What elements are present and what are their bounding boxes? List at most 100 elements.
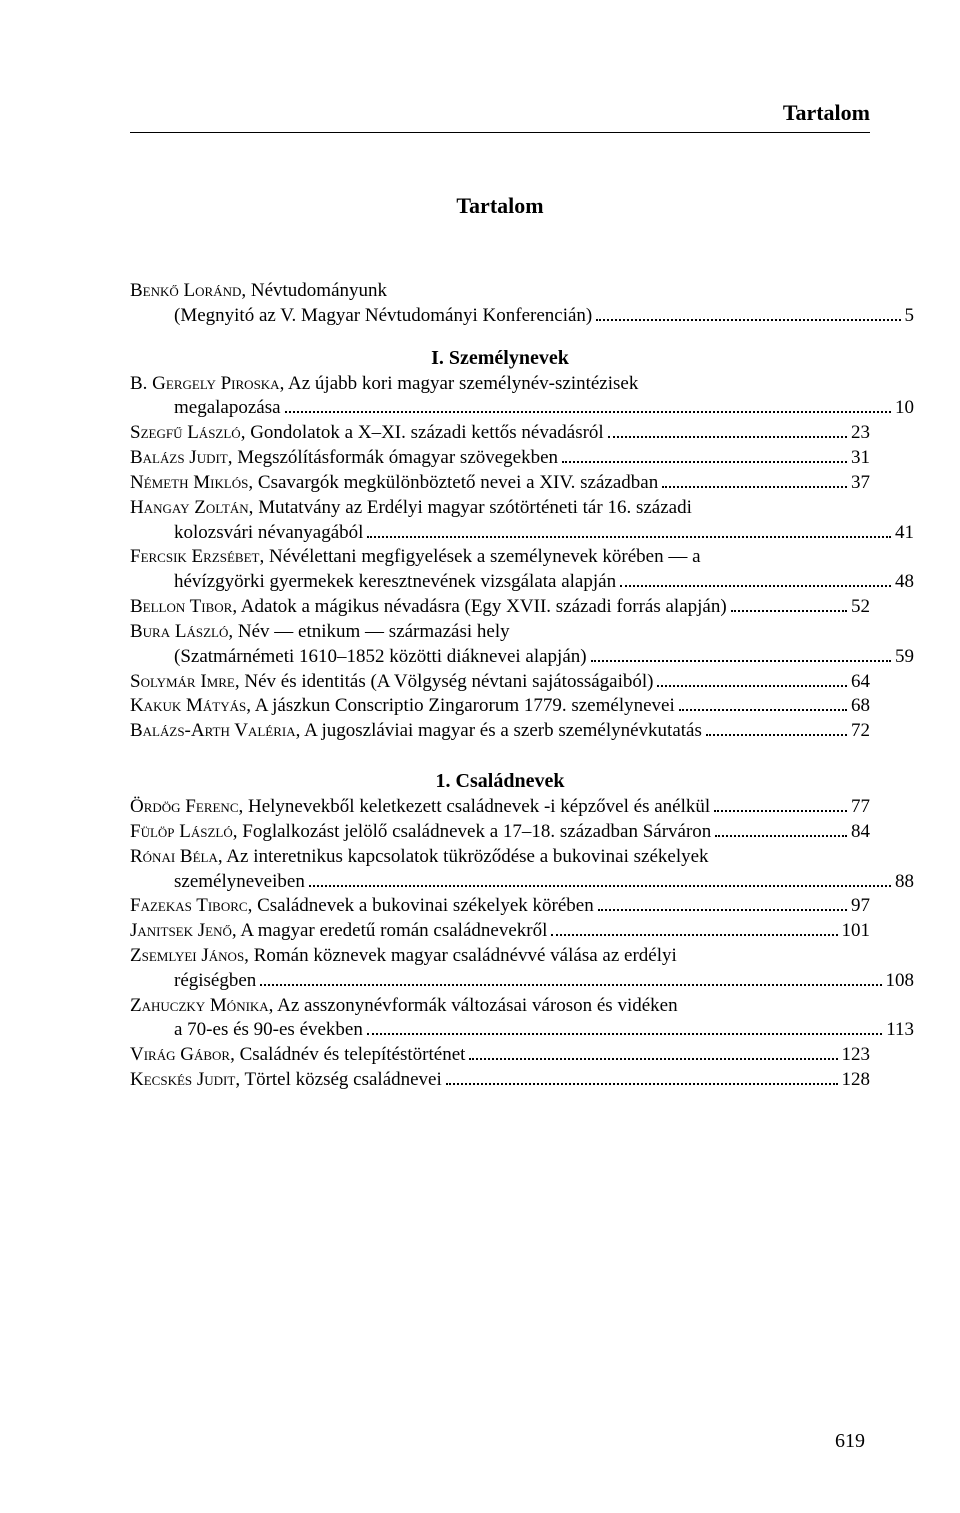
entry-author: Benkő Loránd, — [130, 280, 246, 301]
entry-title: Családnevek a bukovinai székelyek körébe… — [252, 895, 593, 916]
entry-title-cont: hévízgyörki gyermekek keresztnevének viz… — [174, 570, 616, 595]
entry-title: Megszólításformák ómagyar szövegekben — [233, 447, 559, 468]
entry-page: 68 — [851, 694, 870, 719]
entry-author: Szegfű László, — [130, 422, 245, 443]
entry-author: Bura László, — [130, 621, 233, 642]
toc-entry: Fercsik Erzsébet, Névélettani megfigyelé… — [130, 545, 870, 595]
leader-dots — [715, 820, 847, 837]
toc-entry: Balázs-Arth Valéria, A jugoszláviai magy… — [130, 719, 870, 744]
entry-title-cont: megalapozása — [174, 396, 281, 421]
entry-title: Csavargók megkülönböztető nevei a XIV. s… — [253, 472, 658, 493]
entry-author: Fülöp László, — [130, 821, 238, 842]
leader-dots — [469, 1043, 837, 1060]
leader-dots — [260, 969, 881, 986]
entry-title: Foglalkozást jelölő családnevek a 17–18.… — [238, 821, 712, 842]
entry-title-cont: kolozsvári névanyagából — [174, 521, 363, 546]
entry-author: Janitsek Jenő, — [130, 920, 237, 941]
leader-dots — [679, 694, 847, 711]
page: Tartalom Tartalom Benkő Loránd, Névtudom… — [0, 0, 960, 1513]
entry-page: 48 — [895, 570, 914, 595]
entry-author: Virág Gábor, — [130, 1044, 235, 1065]
entry-page: 84 — [851, 820, 870, 845]
entry-title-line: Az asszonynévformák változásai városon é… — [273, 995, 677, 1016]
entry-author: Kecskés Judit, — [130, 1069, 240, 1090]
leader-dots — [551, 919, 837, 936]
toc-entry: Fülöp László, Foglalkozást jelölő család… — [130, 820, 870, 845]
toc-entry: Janitsek Jenő, A magyar eredetű román cs… — [130, 919, 870, 944]
entry-title: Helynevekből keletkezett családnevek -i … — [243, 796, 710, 817]
entry-page: 59 — [895, 645, 914, 670]
entry-author: Németh Miklós, — [130, 472, 253, 493]
entry-title: A jugoszláviai magyar és a szerb személy… — [300, 720, 702, 741]
toc-entry: Németh Miklós, Csavargók megkülönböztető… — [130, 471, 870, 496]
entry-author: Hangay Zoltán, — [130, 497, 253, 518]
entry-page: 128 — [842, 1068, 871, 1093]
toc-entry: Hangay Zoltán, Mutatvány az Erdélyi magy… — [130, 496, 870, 546]
entry-author: Bellon Tibor, — [130, 596, 237, 617]
leader-dots — [608, 421, 847, 438]
page-number: 619 — [835, 1430, 865, 1453]
header-rule — [130, 132, 870, 133]
toc-entry: Kecskés Judit, Törtel község családnevei… — [130, 1068, 870, 1093]
entry-author: Zahuczky Mónika, — [130, 995, 273, 1016]
leader-dots — [367, 1018, 882, 1035]
entry-author: Zsemlyei János, — [130, 945, 249, 966]
entry-title: A magyar eredetű román családnevekről — [237, 920, 548, 941]
entry-title-line: Névélettani megfigyelések a személynevek… — [264, 546, 700, 567]
entry-page: 72 — [851, 719, 870, 744]
entry-title: Gondolatok a X–XI. századi kettős névadá… — [245, 422, 603, 443]
entry-title: Családnév és telepítéstörténet — [235, 1044, 466, 1065]
entry-page: 101 — [842, 919, 871, 944]
entry-page: 10 — [895, 396, 914, 421]
toc-entry: Bellon Tibor, Adatok a mágikus névadásra… — [130, 595, 870, 620]
entry-page: 41 — [895, 521, 914, 546]
entry-title-cont: régiségben — [174, 969, 256, 994]
leader-dots — [620, 570, 891, 587]
leader-dots — [714, 795, 847, 812]
entry-page: 77 — [851, 795, 870, 820]
entry-page: 123 — [842, 1043, 871, 1068]
entry-author: Solymár Imre, — [130, 671, 240, 692]
leader-dots — [657, 669, 847, 686]
section-heading: I. Személynevek — [130, 347, 870, 370]
entry-author: Balázs Judit, — [130, 447, 233, 468]
entry-page: 113 — [886, 1018, 914, 1043]
leader-dots — [591, 644, 891, 661]
entry-page: 88 — [895, 870, 914, 895]
running-head: Tartalom — [130, 100, 870, 126]
toc-entry: Balázs Judit, Megszólításformák ómagyar … — [130, 446, 870, 471]
entry-title-line: Az újabb kori magyar személynév-szintézi… — [284, 373, 638, 394]
entry-title-line: Az interetnikus kapcsolatok tükröződése … — [223, 846, 709, 867]
entry-page: 52 — [851, 595, 870, 620]
entry-title: Adatok a mágikus névadásra (Egy XVII. sz… — [237, 596, 727, 617]
entry-title-line: Névtudományunk — [246, 280, 387, 301]
entry-title-cont: személyneveiben — [174, 870, 305, 895]
entry-author: Kakuk Mátyás, — [130, 695, 251, 716]
leader-dots — [309, 869, 891, 886]
entry-title: Törtel község családnevei — [240, 1069, 442, 1090]
entry-author: Balázs-Arth Valéria, — [130, 720, 300, 741]
entry-title-cont: (Szatmárnémeti 1610–1852 közötti diáknev… — [174, 645, 587, 670]
toc-entry: Rónai Béla, Az interetnikus kapcsolatok … — [130, 845, 870, 895]
toc-entry: Benkő Loránd, Névtudományunk (Megnyitó a… — [130, 279, 870, 329]
leader-dots — [285, 396, 891, 413]
toc-entry: Kakuk Mátyás, A jászkun Conscriptio Zing… — [130, 694, 870, 719]
entry-author: Fazekas Tiborc, — [130, 895, 252, 916]
toc-entry: Zahuczky Mónika, Az asszonynévformák vál… — [130, 994, 870, 1044]
entry-title: Név és identitás (A Völgység névtani saj… — [240, 671, 654, 692]
leader-dots — [598, 894, 847, 911]
subsection-heading: 1. Családnevek — [130, 770, 870, 793]
toc-entry: Szegfű László, Gondolatok a X–XI. század… — [130, 421, 870, 446]
entry-page: 64 — [851, 670, 870, 695]
entry-title-cont: (Megnyitó az V. Magyar Névtudományi Konf… — [174, 304, 592, 329]
toc-entry: Solymár Imre, Név és identitás (A Völgys… — [130, 669, 870, 694]
toc-entry: B. Gergely Piroska, Az újabb kori magyar… — [130, 372, 870, 422]
entry-page: 97 — [851, 894, 870, 919]
leader-dots — [731, 595, 847, 612]
toc-entry: Fazekas Tiborc, Családnevek a bukovinai … — [130, 894, 870, 919]
leader-dots — [562, 446, 847, 463]
entry-page: 108 — [886, 969, 915, 994]
page-title: Tartalom — [130, 193, 870, 219]
entry-title-line: Román köznevek magyar családnévvé válása… — [249, 945, 677, 966]
entry-author: Fercsik Erzsébet, — [130, 546, 264, 567]
